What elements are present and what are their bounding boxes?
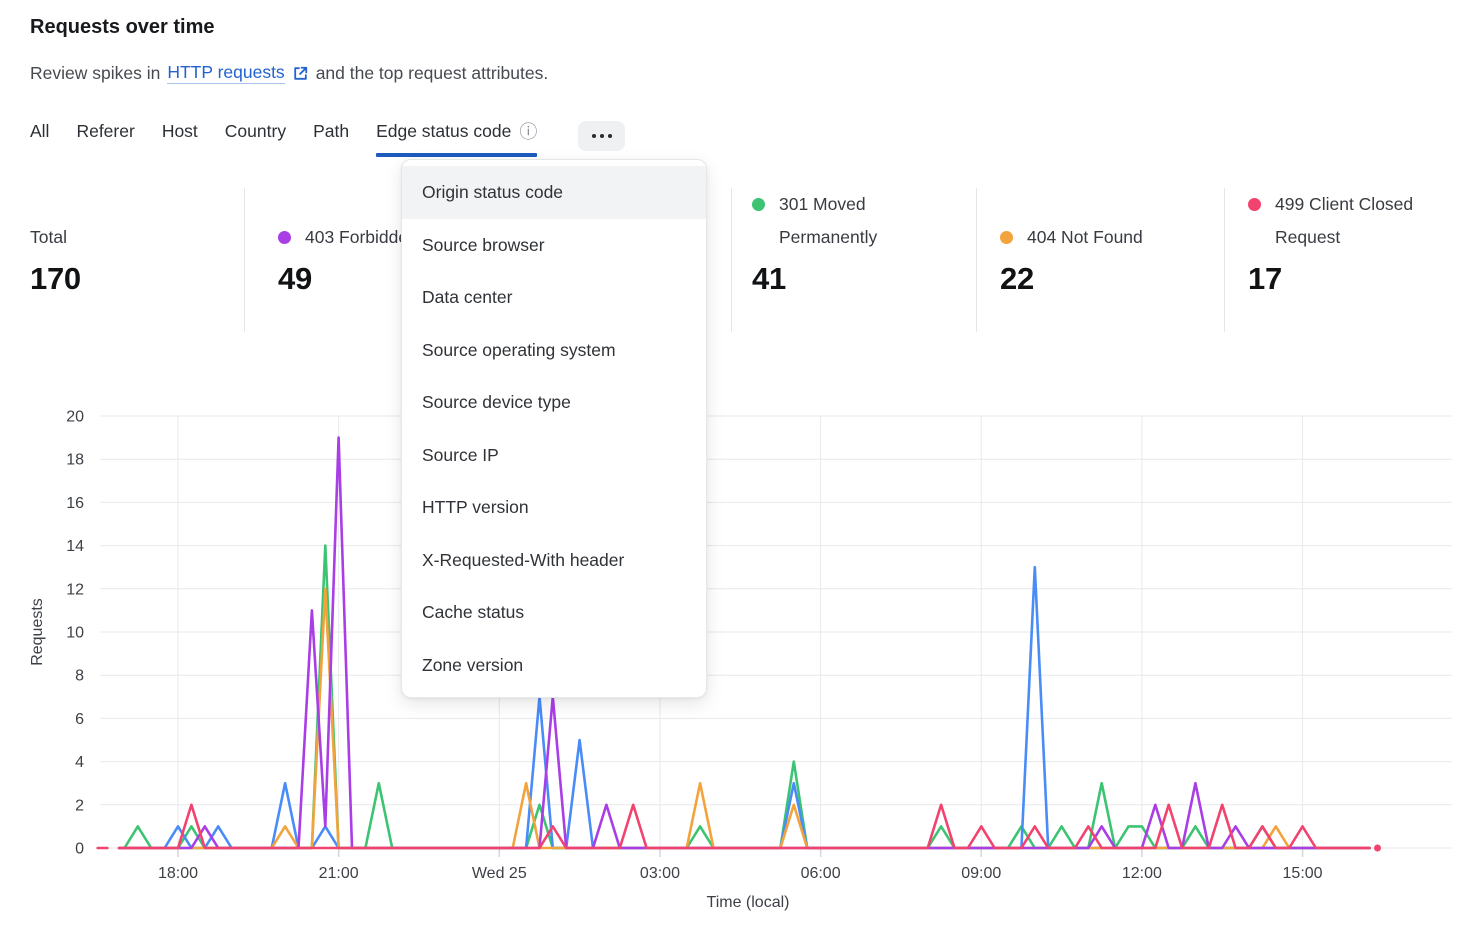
dropdown-item-source-operating-system[interactable]: Source operating system — [422, 339, 616, 360]
tab-country[interactable]: Country — [225, 118, 286, 155]
y-tick-label: 4 — [75, 754, 84, 771]
tab-edge-status-code[interactable]: Edge status code ⓘ — [376, 118, 538, 157]
dropdown-item-source-browser[interactable]: Source browser — [422, 234, 545, 255]
http-requests-link[interactable]: HTTP requests — [167, 62, 285, 84]
stat-value: 49 — [278, 261, 312, 296]
stat-label: Total — [30, 227, 67, 247]
ellipsis-dot — [591, 134, 596, 138]
stat-label: 404 Not Found — [1027, 227, 1143, 247]
stat-403-forbidden: 403 Forbidden 49 — [278, 188, 493, 297]
subtitle-suffix: and the top request attributes. — [315, 62, 549, 83]
tab-label: Edge status code — [376, 120, 512, 141]
x-tick-label: 06:00 — [801, 865, 841, 882]
stat-divider — [731, 188, 732, 332]
tab-label: Referer — [76, 120, 135, 141]
y-axis-title: Requests — [29, 598, 46, 666]
x-axis-title: Time (local) — [707, 894, 790, 911]
page-subtitle: Review spikes in HTTP requests and the t… — [30, 62, 548, 84]
page-title: Requests over time — [30, 16, 215, 38]
tab-referer[interactable]: Referer — [76, 118, 134, 155]
tab-all[interactable]: All — [30, 118, 49, 155]
y-tick-label: 16 — [66, 495, 84, 512]
x-tick-label: Wed 25 — [472, 865, 527, 882]
x-tick-label: 15:00 — [1283, 865, 1323, 882]
subtitle-prefix: Review spikes in — [30, 62, 161, 83]
stat-divider — [1224, 188, 1225, 332]
ellipsis-dot — [599, 134, 604, 138]
tab-label: Host — [161, 120, 198, 141]
tab-host[interactable]: Host — [162, 118, 198, 155]
y-tick-label: 0 — [75, 841, 84, 858]
y-tick-label: 8 — [75, 668, 84, 685]
series-end-dot-499-client-closed-request — [1374, 844, 1382, 852]
dropdown-item-cache-status[interactable]: Cache status — [422, 602, 525, 622]
attribute-dropdown-menu: Origin status code Source browser Data cen… — [401, 159, 707, 698]
stat-404-not-found: 404 Not Found 22 — [1000, 188, 1215, 297]
stat-divider — [244, 188, 245, 332]
dropdown-item-data-center[interactable]: Data center — [422, 287, 513, 307]
stat-label-row: 403 Forbidden — [278, 221, 493, 254]
series-line-499-client-closed-request — [117, 803, 1371, 850]
x-tick-label: 12:00 — [1122, 865, 1162, 882]
x-tick-label: 03:00 — [640, 865, 680, 882]
stat-value: 22 — [1000, 261, 1034, 296]
dropdown-item-x-requested-with-header[interactable]: X-Requested-With header — [422, 549, 625, 570]
stat-499-client-closed-request: 499 Client Closed Request 17 — [1248, 188, 1458, 297]
legend-dot-499-client-closed-request — [1248, 198, 1261, 211]
stat-total: Total 170 — [30, 188, 245, 297]
stat-label: 301 Moved Permanently — [779, 194, 878, 247]
y-tick-label: 12 — [66, 581, 84, 598]
tab-label: All — [30, 120, 50, 141]
dropdown-item-source-ip[interactable]: Source IP — [422, 444, 499, 465]
y-tick-label: 2 — [75, 797, 84, 814]
info-icon[interactable]: ⓘ — [519, 121, 538, 142]
legend-dot-404-not-found — [1000, 231, 1013, 244]
external-link-icon — [292, 65, 309, 82]
stat-label-row: 404 Not Found — [1000, 221, 1215, 254]
stat-label-area: 499 Client Closed Request — [1248, 188, 1458, 254]
x-tick-label: 18:00 — [158, 865, 198, 882]
stat-value: 17 — [1248, 261, 1282, 296]
y-tick-label: 10 — [66, 625, 84, 642]
stat-label-row: 301 Moved Permanently — [752, 188, 967, 254]
stat-label-area: 301 Moved Permanently — [752, 188, 967, 254]
stat-301-moved-permanently: 301 Moved Permanently 41 — [752, 188, 967, 297]
stat-label-area: 404 Not Found — [1000, 188, 1215, 254]
stat-label-area: Total — [30, 188, 245, 254]
stat-label-row: Total — [30, 221, 245, 254]
legend-dot-301-moved-permanently — [752, 198, 765, 211]
x-tick-label: 09:00 — [961, 865, 1001, 882]
dropdown-item-http-version[interactable]: HTTP version — [422, 497, 529, 517]
y-tick-label: 14 — [66, 538, 84, 555]
tab-label: Country — [224, 120, 287, 141]
y-tick-label: 6 — [75, 711, 84, 728]
dropdown-item-origin-status-code[interactable]: Origin status code — [402, 166, 706, 219]
stat-label: 403 Forbidden — [305, 227, 418, 247]
more-tabs-button[interactable] — [578, 121, 626, 151]
x-tick-label: 21:00 — [319, 865, 359, 882]
dropdown-item-zone-version[interactable]: Zone version — [422, 654, 524, 675]
stat-value: 41 — [752, 261, 786, 296]
legend-dot-403-forbidden — [278, 231, 291, 244]
series-line-403-forbidden — [117, 436, 1371, 850]
stat-label: 499 Client Closed Request — [1275, 194, 1414, 247]
ellipsis-dot — [607, 134, 612, 138]
stat-label-area: 403 Forbidden — [278, 188, 493, 254]
dropdown-item-source-device-type[interactable]: Source device type — [422, 392, 571, 412]
requests-chart: 0 2 4 6 8 10 12 14 16 18 20 18:00 21:00 Wed 25 03:00 06… — [29, 409, 1452, 911]
attribute-tabs: All Referer Host Country Path Edge status cod… — [30, 118, 626, 157]
y-tick-label: 20 — [66, 409, 84, 426]
stat-label-row: 499 Client Closed Request — [1248, 188, 1458, 254]
stat-value: 170 — [30, 261, 81, 296]
active-tab-underline — [376, 153, 538, 157]
y-tick-label: 18 — [66, 452, 84, 469]
tab-label: Path — [313, 120, 350, 141]
stat-divider — [976, 188, 977, 332]
tab-path[interactable]: Path — [313, 118, 349, 155]
